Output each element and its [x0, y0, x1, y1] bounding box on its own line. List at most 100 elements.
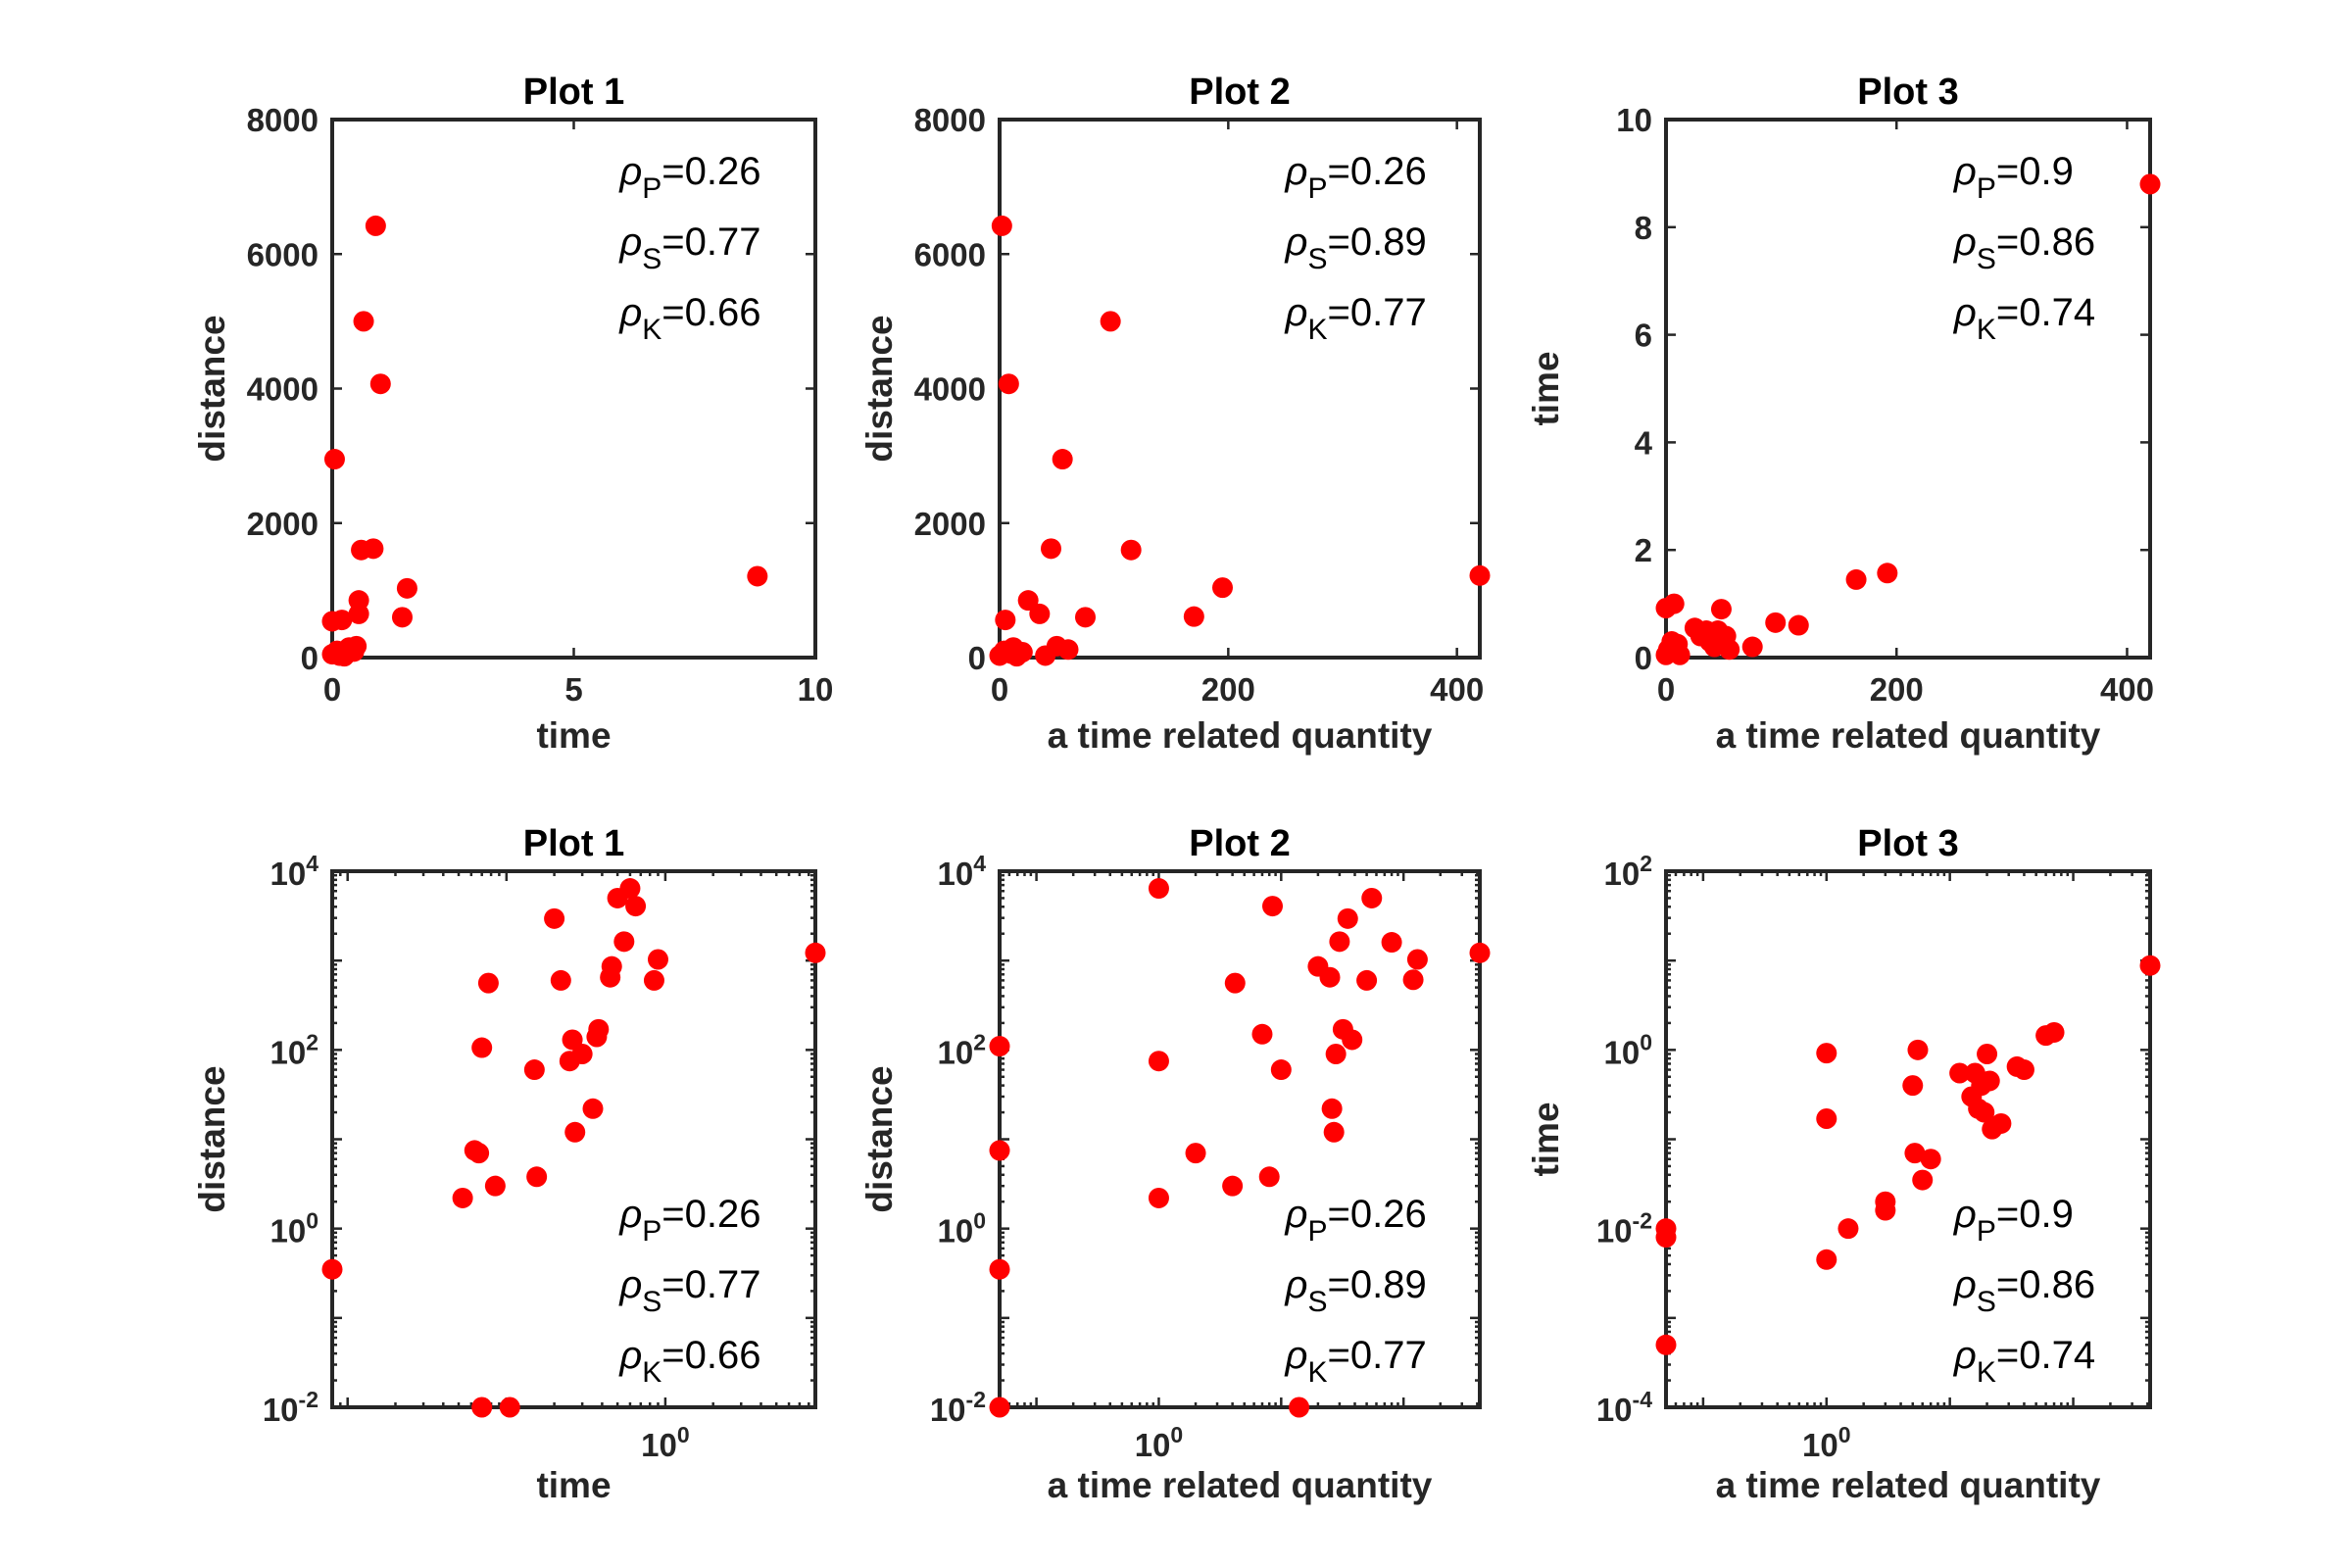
plot-frame	[1664, 869, 2152, 1409]
y-tick-label: 4000	[914, 371, 986, 408]
y-tick-label: 2000	[914, 506, 986, 542]
data-point	[477, 972, 499, 994]
y-tick-label: 102	[1603, 851, 1652, 892]
y-tick-label: 0	[301, 640, 318, 676]
data-point	[1877, 563, 1898, 584]
y-tick-label: 2000	[247, 506, 318, 542]
x-tick-label: 400	[2100, 671, 2154, 708]
data-point	[1325, 1044, 1347, 1065]
x-axis-label: time	[536, 1465, 611, 1505]
x-axis-label: a time related quantity	[1716, 715, 2101, 756]
y-tick-label: 6000	[914, 236, 986, 272]
y-tick-label: 102	[937, 1029, 986, 1070]
correlation-label: ρS=0.77	[618, 220, 760, 275]
data-point	[1029, 603, 1051, 624]
data-point	[588, 1018, 610, 1040]
y-tick-label: 8	[1635, 210, 1652, 246]
data-point	[989, 1396, 1010, 1418]
data-point	[1100, 311, 1121, 332]
correlation-label: ρK=0.77	[1285, 1334, 1427, 1389]
x-tick-label: 10	[798, 671, 834, 708]
data-point	[484, 1175, 506, 1197]
data-point	[1251, 1023, 1273, 1045]
data-point	[1816, 1249, 1838, 1270]
x-axis-label: time	[536, 715, 611, 756]
data-point	[1381, 932, 1402, 954]
data-point	[1710, 599, 1732, 620]
data-point	[1655, 1218, 1677, 1240]
data-point	[643, 969, 664, 991]
y-axis-label: distance	[859, 315, 900, 462]
y-tick-label: 0	[968, 640, 986, 676]
data-point	[1075, 607, 1096, 628]
data-point	[526, 1166, 548, 1188]
y-tick-label: 2	[1635, 532, 1652, 568]
panel-4: Plot 1 time distance 100 10-2 100 102 104 ρP=0.2…	[192, 823, 826, 1505]
correlation-label: ρK=0.74	[1953, 1334, 2095, 1389]
data-point	[391, 607, 413, 628]
y-tick-label: 102	[270, 1029, 318, 1070]
data-point	[1902, 1075, 1924, 1097]
data-point	[647, 949, 668, 970]
data-point	[1148, 1051, 1169, 1072]
data-point	[323, 449, 345, 470]
data-point	[365, 215, 386, 236]
data-point	[1845, 568, 1867, 590]
data-point	[1323, 1121, 1345, 1143]
data-point	[346, 635, 368, 657]
y-tick-label: 0	[1635, 640, 1652, 676]
data-point	[353, 311, 374, 332]
x-axis-label: a time related quantity	[1048, 1465, 1433, 1505]
data-point	[396, 577, 417, 599]
y-tick-label: 100	[937, 1208, 986, 1250]
data-point	[1017, 590, 1039, 612]
x-tick-label: 0	[323, 671, 341, 708]
data-point	[544, 907, 565, 929]
data-point	[2013, 1059, 2034, 1081]
data-point	[1949, 1062, 1971, 1084]
y-tick-label: 8000	[914, 102, 986, 138]
data-point	[1222, 1175, 1244, 1197]
data-point	[1406, 949, 1428, 970]
y-tick-label: 10	[1616, 102, 1652, 138]
x-tick-label: 100	[641, 1422, 690, 1463]
y-tick-label: 6000	[247, 236, 318, 272]
x-tick-label: 0	[1657, 671, 1675, 708]
correlation-label: ρP=0.26	[618, 150, 760, 205]
plot-title: Plot 1	[523, 72, 624, 113]
data-point	[1912, 1169, 1934, 1191]
data-point	[571, 1044, 593, 1065]
y-tick-label: 104	[937, 851, 986, 892]
data-point	[1838, 1218, 1859, 1240]
data-point	[1920, 1149, 1941, 1170]
correlation-label: ρS=0.89	[1285, 220, 1427, 275]
x-tick-label: 5	[564, 671, 582, 708]
panel-6: Plot 3 a time related quantity time 100 10-4…	[1526, 823, 2161, 1505]
y-axis-label: distance	[859, 1065, 900, 1212]
data-point	[582, 1098, 604, 1119]
data-point	[1148, 1187, 1169, 1208]
data-point	[1319, 966, 1341, 988]
y-tick-label: 10-2	[930, 1387, 986, 1428]
panel-3: Plot 3 a time related quantity time 0 200 400…	[1526, 72, 2161, 756]
x-tick-label: 100	[1802, 1422, 1851, 1463]
correlation-label: ρP=0.26	[1285, 1193, 1427, 1248]
y-axis-label: time	[1526, 1102, 1566, 1176]
data-point	[1788, 614, 1809, 636]
data-point	[471, 1396, 493, 1418]
data-point	[1469, 564, 1491, 586]
data-point	[1258, 1166, 1280, 1188]
data-point	[1356, 969, 1378, 991]
data-point	[1342, 1029, 1363, 1051]
correlation-label: ρP=0.9	[1953, 150, 2074, 205]
y-tick-label: 100	[1603, 1029, 1652, 1070]
data-point	[1904, 1143, 1926, 1164]
data-point	[1148, 878, 1169, 900]
data-point	[1185, 1143, 1206, 1164]
data-point	[1270, 1059, 1292, 1081]
data-point	[363, 538, 384, 560]
data-point	[1663, 593, 1685, 614]
x-tick-label: 400	[1430, 671, 1484, 708]
data-point	[321, 1258, 343, 1280]
